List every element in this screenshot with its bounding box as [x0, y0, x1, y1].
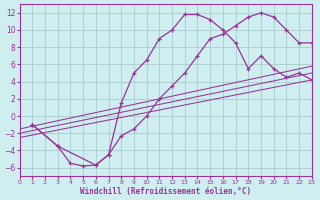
X-axis label: Windchill (Refroidissement éolien,°C): Windchill (Refroidissement éolien,°C) — [80, 187, 251, 196]
